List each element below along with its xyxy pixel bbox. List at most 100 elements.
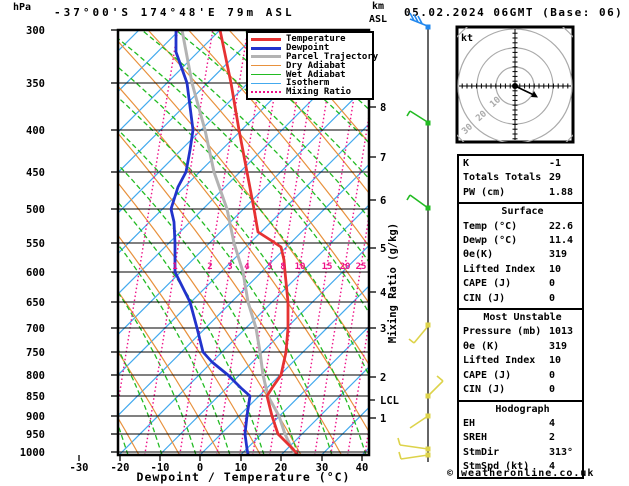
dewpoint-curve bbox=[169, 30, 252, 455]
indices-row: Temp (°C) 22.6 bbox=[463, 220, 582, 234]
pressure-tick-label: 500 bbox=[26, 204, 45, 216]
legend-item: Temperature bbox=[251, 34, 372, 45]
wind-barb-station-dot bbox=[425, 452, 431, 458]
indices-section: K -1 Totals Totals 29 PW (cm) 1.88 bbox=[457, 154, 584, 205]
indices-section-title: Hodograph bbox=[495, 403, 550, 415]
indices-row-label: θe (K) bbox=[463, 340, 500, 352]
indices-row: CIN (J) 0 bbox=[463, 383, 582, 397]
indices-row: StmDir 313° bbox=[463, 446, 582, 460]
temp-tick-label: 10 bbox=[235, 462, 248, 474]
legend-item-label: Parcel Trajectory bbox=[286, 52, 379, 62]
indices-row: θe(K) 319 bbox=[463, 248, 582, 262]
legend-line-sample bbox=[251, 37, 281, 41]
indices-section: Most Unstable Pressure (mb) 1013 θe (K) 319 L… bbox=[457, 308, 584, 402]
indices-row-value: 0 bbox=[549, 369, 556, 381]
indices-row-label: θe(K) bbox=[463, 249, 494, 261]
legend-line-sample bbox=[251, 91, 281, 94]
indices-table: K -1 Totals Totals 29 PW (cm) 1.88 Surface Temp… bbox=[457, 154, 584, 479]
indices-row-label: Temp (°C) bbox=[463, 220, 518, 232]
pressure-tick-label: 850 bbox=[26, 391, 45, 403]
hodograph-unit-label: kt bbox=[461, 33, 473, 44]
mixing-ratio-label: 2 bbox=[207, 262, 212, 272]
legend-item-label: Temperature bbox=[286, 34, 346, 45]
indices-row-value: 0 bbox=[549, 292, 556, 304]
legend-line-sample bbox=[251, 55, 281, 59]
temp-tick-label: -30 bbox=[70, 462, 89, 474]
indices-row-label: EH bbox=[463, 417, 476, 429]
wind-barb bbox=[413, 14, 419, 23]
station-title: -37°00'S 174°48'E 79m ASL bbox=[54, 6, 295, 19]
indices-row: CIN (J) 0 bbox=[463, 292, 582, 306]
mixing-ratio-label: 20 bbox=[340, 262, 351, 272]
indices-row: Lifted Index 10 bbox=[463, 263, 582, 277]
indices-row-label: Dewp (°C) bbox=[463, 235, 518, 247]
indices-row-value: 2 bbox=[549, 432, 556, 444]
indices-row-label: K bbox=[463, 158, 470, 169]
indices-row-value: 319 bbox=[549, 249, 568, 261]
km-tick-label: 1 bbox=[380, 413, 386, 425]
indices-row-value: 313° bbox=[549, 446, 574, 458]
wind-barb bbox=[409, 415, 429, 429]
pressure-tick-label: 700 bbox=[26, 323, 45, 335]
km-tick-label: 5 bbox=[380, 243, 386, 255]
wind-barb bbox=[413, 324, 430, 344]
indices-section-title: Surface bbox=[501, 206, 544, 218]
indices-row-label: StmSpd (kt) bbox=[463, 461, 530, 473]
indices-row-value: 0 bbox=[549, 384, 556, 396]
wind-barb-station-dot bbox=[425, 205, 431, 211]
indices-row: CAPE (J) 0 bbox=[463, 277, 582, 291]
wind-barb bbox=[409, 194, 429, 209]
wind-barb bbox=[398, 451, 402, 460]
mixing-ratio-label: 10 bbox=[295, 262, 306, 272]
indices-row: K -1 bbox=[463, 157, 582, 171]
legend-item: Dry Adiabat bbox=[251, 61, 372, 71]
indices-row: EH 4 bbox=[463, 417, 582, 431]
pressure-tick-label: 750 bbox=[26, 347, 45, 359]
indices-row-value: -1 bbox=[549, 158, 562, 169]
pressure-tick-label: 400 bbox=[26, 125, 45, 137]
temp-tick-label: 40 bbox=[356, 462, 369, 474]
indices-row-value: 4 bbox=[549, 461, 556, 473]
indices-section-title: Most Unstable bbox=[483, 312, 562, 324]
km-tick-label: 2 bbox=[380, 372, 386, 384]
mixing-ratio-label: 1 bbox=[172, 262, 177, 272]
indices-row-value: 1013 bbox=[549, 326, 574, 338]
wind-barb bbox=[409, 12, 415, 21]
pressure-tick-label: 650 bbox=[26, 297, 45, 309]
wind-barb-station-dot bbox=[425, 322, 431, 328]
sounding-curves bbox=[169, 30, 299, 455]
wind-barb bbox=[417, 15, 423, 24]
mixing-ratio-label: 25 bbox=[356, 262, 367, 272]
indices-row: Totals Totals 29 bbox=[463, 171, 582, 185]
wind-barb-station-dot bbox=[425, 120, 431, 126]
indices-row-value: 29 bbox=[549, 172, 562, 184]
indices-row-label: PW (cm) bbox=[463, 186, 506, 198]
pressure-tick-label: 550 bbox=[26, 238, 45, 250]
pressure-tick-label: 300 bbox=[26, 25, 45, 37]
wind-barb-station-dot bbox=[425, 393, 431, 399]
km-tick-label: 7 bbox=[380, 152, 386, 164]
wind-barb bbox=[406, 110, 411, 117]
mixing-ratio-label: 3 bbox=[227, 262, 232, 272]
pressure-tick-label: 450 bbox=[26, 167, 45, 179]
mixing-ratio-axis-title: Mixing Ratio (g/kg) bbox=[387, 223, 399, 343]
indices-row-value: 319 bbox=[549, 340, 568, 352]
lcl-label: LCL bbox=[380, 395, 399, 407]
pressure-tick-label: 900 bbox=[26, 411, 45, 423]
altitude-unit-asl: ASL bbox=[369, 14, 388, 25]
indices-row: Lifted Index 10 bbox=[463, 354, 582, 368]
wind-barb-station-dot bbox=[425, 413, 431, 419]
wind-barb bbox=[406, 194, 411, 201]
indices-row-label: Lifted Index bbox=[463, 355, 536, 367]
mixing-ratio-label: 5 bbox=[267, 262, 272, 272]
run-datetime: 05.02.2024 06GMT (Base: 06) bbox=[404, 6, 624, 19]
pressure-tick-label: 950 bbox=[26, 429, 45, 441]
indices-row-value: 10 bbox=[549, 355, 562, 367]
wind-barb-station-dot bbox=[425, 24, 431, 30]
temp-tick-label: -10 bbox=[151, 462, 170, 474]
mixing-ratio-label: 4 bbox=[244, 262, 250, 272]
indices-row: Pressure (mb) 1013 bbox=[463, 325, 582, 339]
